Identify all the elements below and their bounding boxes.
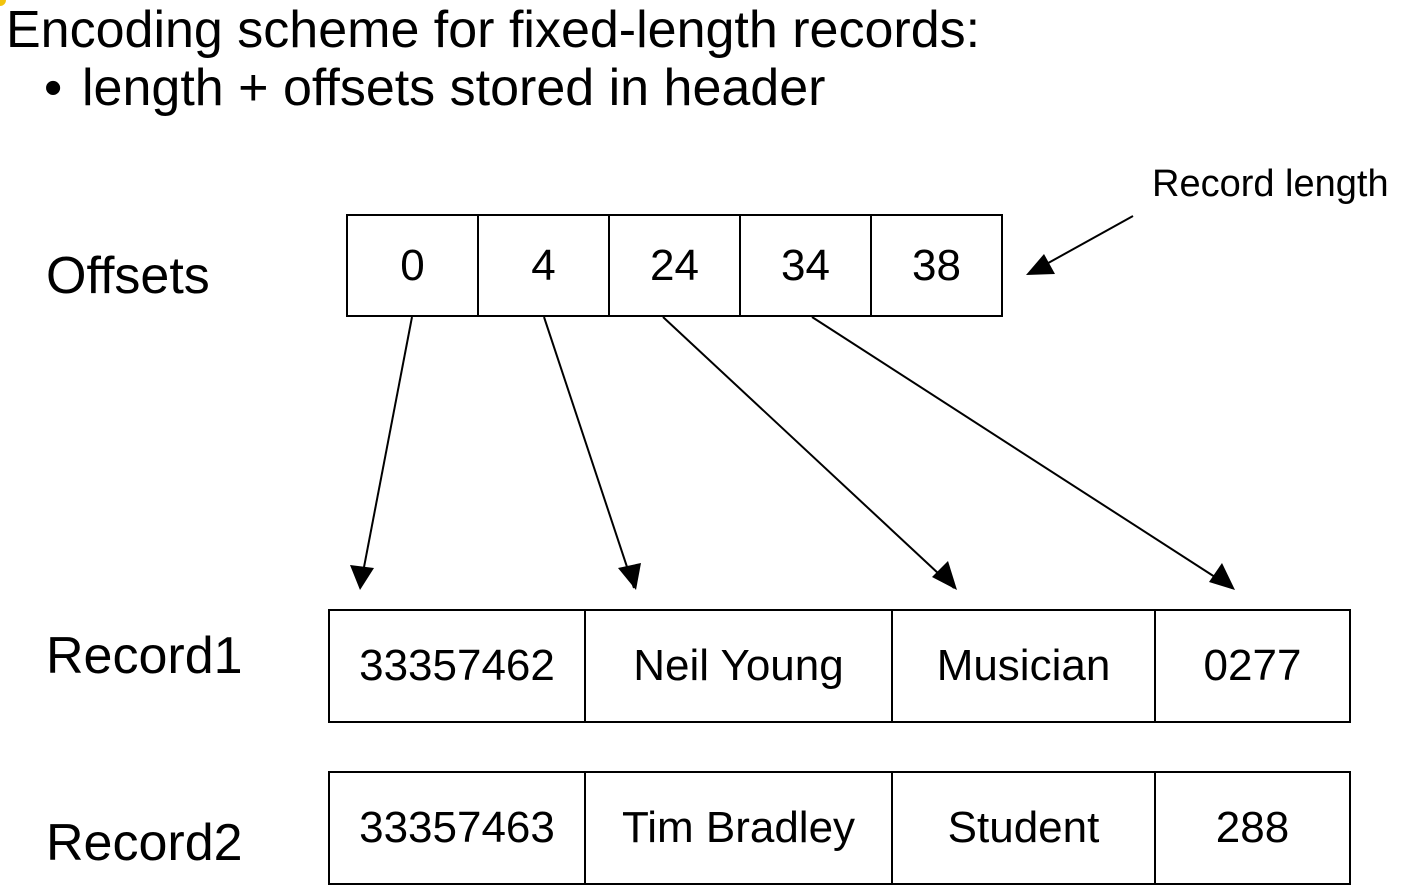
record2-label: Record2 <box>46 814 243 872</box>
record-length-arrowhead <box>1026 254 1055 275</box>
offset-cell: 24 <box>610 216 741 315</box>
arrowhead-1 <box>618 563 641 590</box>
offsets-label: Offsets <box>46 247 210 305</box>
offset-cell: 4 <box>479 216 610 315</box>
arrowhead-0 <box>350 565 374 590</box>
record-field-id: 33357463 <box>330 773 586 883</box>
record-field-name: Tim Bradley <box>586 773 893 883</box>
offsets-header: 0 4 24 34 38 <box>346 214 1003 317</box>
record-length-annotation: Record length <box>1152 163 1389 205</box>
slide-title: Encoding scheme for fixed-length records… <box>6 1 981 59</box>
record-field-number: 0277 <box>1203 641 1302 690</box>
record1-label: Record1 <box>46 627 243 685</box>
offset-arrow-1 <box>543 316 635 589</box>
bullet-text: length + offsets stored in header <box>82 59 826 117</box>
record-field-number: 288 <box>1215 803 1290 852</box>
record-field-job: Musician <box>893 611 1156 721</box>
record2-row: 33357463 Tim Bradley Student 288 <box>328 771 1351 885</box>
record-field-job: Student <box>893 773 1156 883</box>
offset-arrow-2 <box>662 316 955 589</box>
record-length-arrow <box>1031 215 1134 273</box>
bullet-marker: • <box>44 59 63 117</box>
offset-cell: 38 <box>912 240 961 290</box>
offset-arrow-0 <box>359 316 413 589</box>
arrowhead-2 <box>932 561 957 590</box>
offset-cell: 34 <box>741 216 872 315</box>
record-field-name: Neil Young <box>586 611 893 721</box>
record1-row: 33357462 Neil Young Musician 0277 <box>328 609 1351 723</box>
record-field-id: 33357462 <box>330 611 586 721</box>
arrowhead-3 <box>1209 563 1235 590</box>
offset-arrow-3 <box>811 316 1233 589</box>
corner-highlight-mark <box>0 0 6 6</box>
bullet-point: • length + offsets stored in header <box>44 58 825 118</box>
offset-cell: 0 <box>348 216 479 315</box>
